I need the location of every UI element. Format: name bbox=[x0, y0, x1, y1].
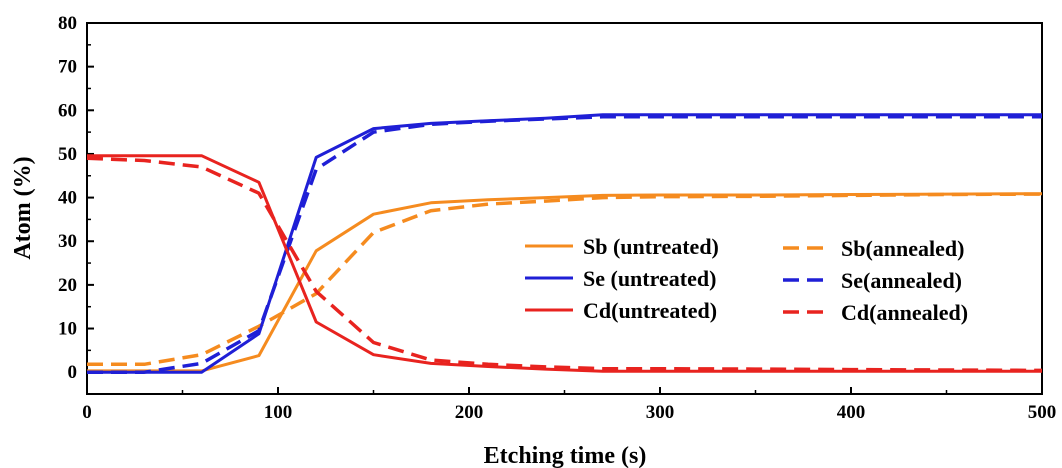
plot-frame bbox=[86, 22, 1043, 395]
series-line-5 bbox=[87, 154, 1042, 373]
x-tick-label: 300 bbox=[646, 402, 675, 423]
y-tick-label: 0 bbox=[68, 362, 78, 383]
x-tick-label: 0 bbox=[82, 402, 92, 423]
y-tick-label: 80 bbox=[58, 13, 77, 34]
y-tick-label: 70 bbox=[58, 57, 77, 78]
x-tick-label: 200 bbox=[455, 402, 484, 423]
y-tick-label: 50 bbox=[58, 144, 77, 165]
series-line-6 bbox=[86, 156, 1043, 373]
series-line-2 bbox=[87, 192, 1043, 367]
legend-label: Se (untreated) bbox=[583, 266, 716, 291]
legend-label: Sb (untreated) bbox=[583, 234, 719, 259]
x-axis-title: Etching time (s) bbox=[484, 443, 647, 468]
series-line-4 bbox=[87, 115, 1042, 374]
y-tick-label: 40 bbox=[58, 188, 77, 209]
legend: Sb (untreated) Sb(annealed) Se (untreated)… bbox=[525, 234, 968, 325]
y-tick-label: 10 bbox=[58, 319, 77, 340]
legend-label: Cd(untreated) bbox=[583, 298, 717, 323]
x-tick-label: 500 bbox=[1028, 402, 1057, 423]
y-tick-label: 60 bbox=[58, 100, 77, 121]
y-axis-title: Atom (%) bbox=[10, 156, 36, 259]
legend-label: Sb(annealed) bbox=[841, 236, 964, 261]
x-tick-label: 100 bbox=[264, 402, 293, 423]
y-tick-label: 30 bbox=[58, 231, 77, 252]
legend-label: Se(annealed) bbox=[841, 268, 962, 293]
y-tick-label: 20 bbox=[58, 275, 77, 296]
x-tick-label: 400 bbox=[837, 402, 866, 423]
legend-label: Cd(annealed) bbox=[841, 300, 968, 325]
